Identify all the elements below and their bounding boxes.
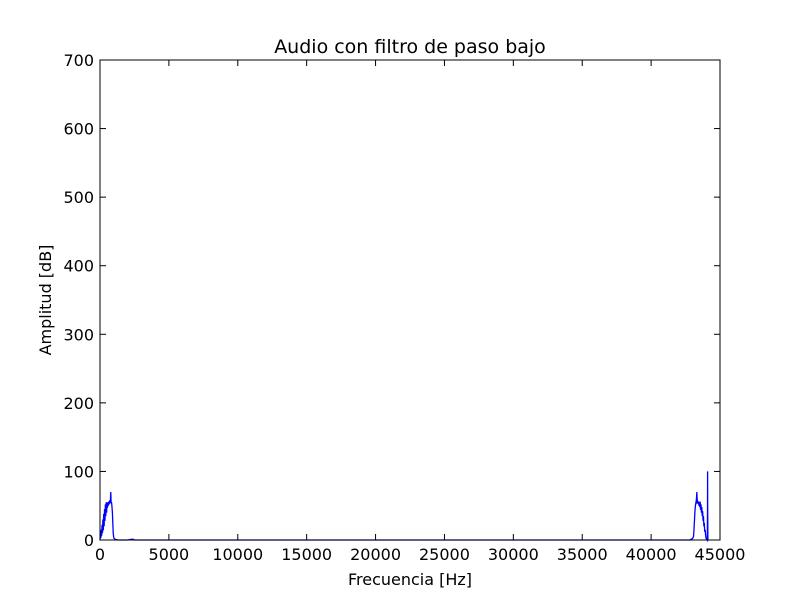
x-tick-label: 30000 — [488, 545, 539, 564]
axes-frame — [99, 59, 721, 541]
y-tick-label: 500 — [63, 188, 94, 207]
chart-title: Audio con filtro de paso bajo — [274, 36, 546, 58]
x-tick-label: 40000 — [626, 545, 677, 564]
x-tick-label: 5000 — [149, 545, 190, 564]
y-tick-label: 300 — [63, 325, 94, 344]
x-tick-label: 20000 — [350, 545, 401, 564]
y-tick-label: 100 — [63, 462, 94, 481]
y-tick-label: 700 — [63, 51, 94, 70]
y-tick-label: 0 — [84, 531, 94, 550]
x-tick-label: 35000 — [557, 545, 608, 564]
x-axis-label: Frecuencia [Hz] — [348, 570, 472, 589]
y-axis: 0 100 200 300 400 500 600 700 — [63, 51, 720, 550]
y-tick-label: 200 — [63, 394, 94, 413]
x-tick-label: 0 — [95, 545, 105, 564]
y-tick-label: 400 — [63, 257, 94, 276]
y-axis-label: Amplitud [dB] — [36, 245, 55, 356]
x-tick-label: 45000 — [695, 545, 746, 564]
x-axis: 0 5000 10000 15000 20000 25000 30000 35000 40000… — [95, 60, 746, 564]
x-tick-label: 25000 — [419, 545, 470, 564]
x-tick-label: 15000 — [281, 545, 332, 564]
y-tick-label: 600 — [63, 120, 94, 139]
x-tick-label: 10000 — [212, 545, 263, 564]
